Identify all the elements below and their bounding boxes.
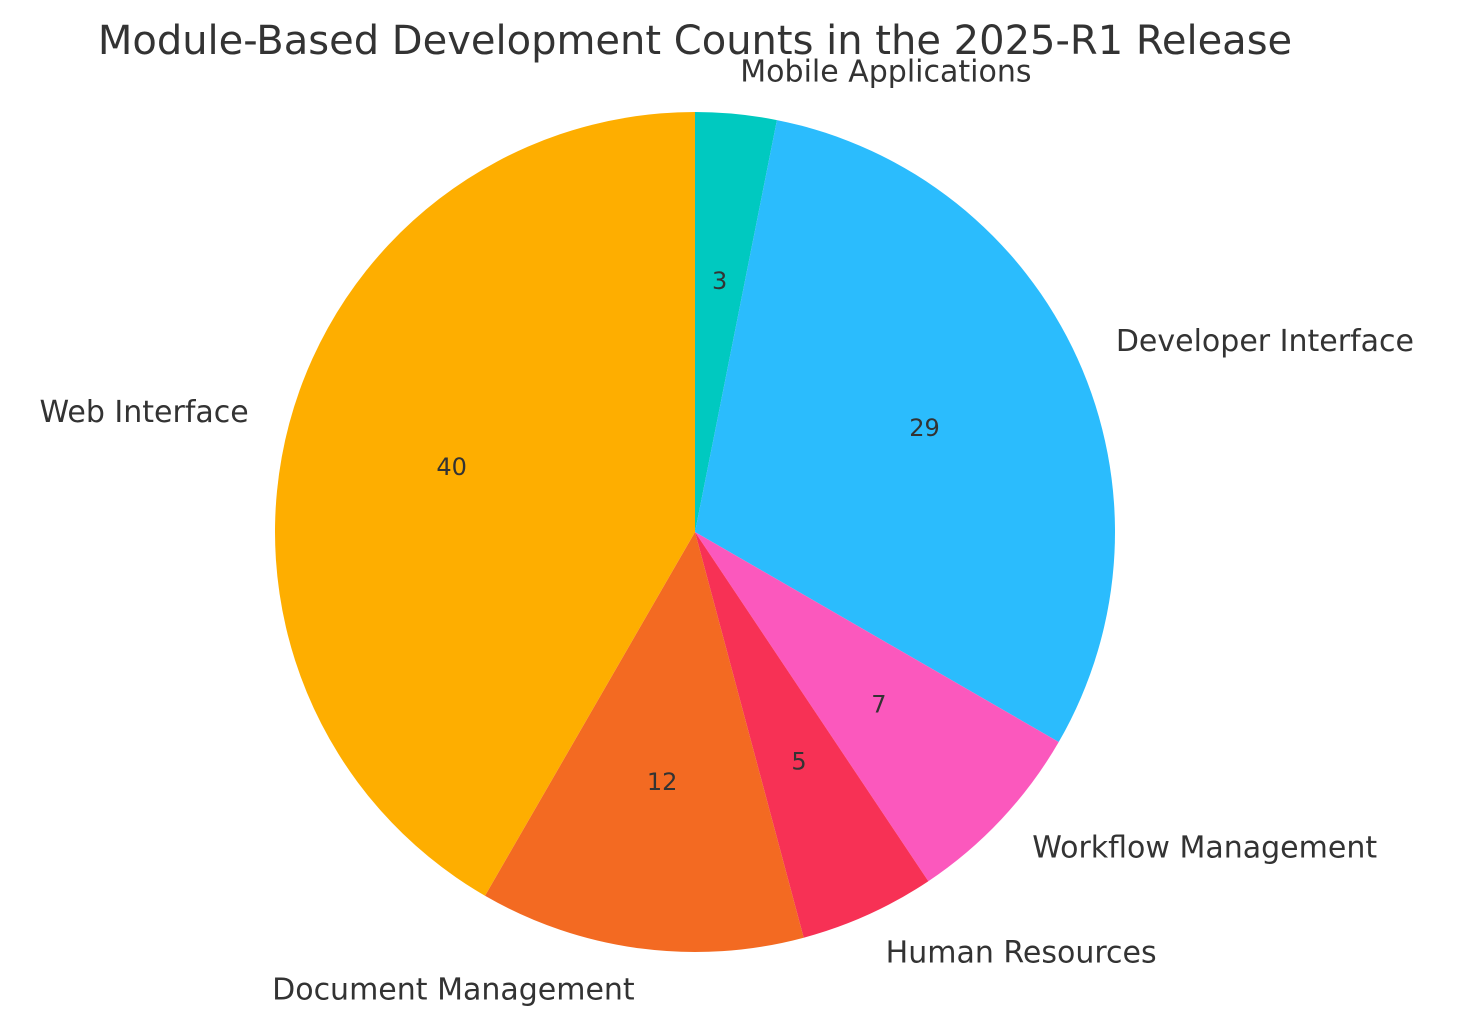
pie-slice-workflow-management <box>695 532 1059 882</box>
slice-value-document-management: 12 <box>647 768 678 796</box>
pie-labels: Mobile Applications 3 Developer Interface 2… <box>39 55 1413 1008</box>
slice-label-human-resources: Human Resources <box>886 935 1157 970</box>
pie-slice-mobile-applications <box>695 112 777 532</box>
pie-slices <box>275 112 1116 952</box>
pie-slice-document-management <box>485 532 804 952</box>
slice-value-web-interface: 40 <box>436 453 467 481</box>
pie-slice-web-interface <box>275 112 695 896</box>
chart-title: Module-Based Development Counts in the 2… <box>98 18 1292 64</box>
slice-label-web-interface: Web Interface <box>39 395 248 430</box>
slice-label-workflow-management: Workflow Management <box>1032 830 1377 865</box>
slice-value-developer-interface: 29 <box>909 414 940 442</box>
slice-label-developer-interface: Developer Interface <box>1116 324 1414 359</box>
slice-label-document-management: Document Management <box>272 973 635 1008</box>
pie-slice-developer-interface <box>695 120 1116 742</box>
slice-value-workflow-management: 7 <box>871 690 886 718</box>
pie-slice-human-resources <box>695 532 929 938</box>
slice-label-mobile-applications: Mobile Applications <box>740 55 1031 90</box>
slice-value-mobile-applications: 3 <box>712 267 727 295</box>
slice-value-human-resources: 5 <box>791 748 806 776</box>
